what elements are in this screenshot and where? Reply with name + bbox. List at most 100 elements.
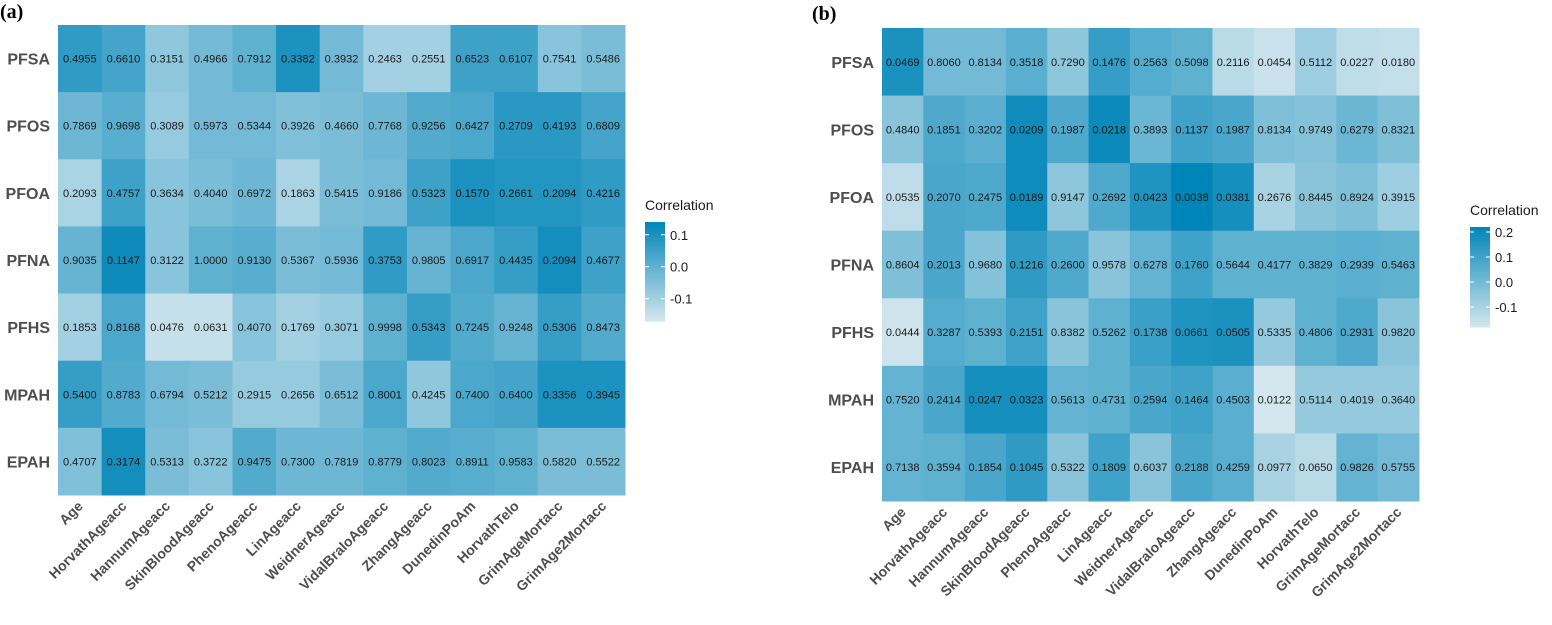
heatmap-cell (1129, 163, 1172, 232)
cell-label: 0.8604 (886, 260, 920, 272)
legend-gradient-step (1470, 244, 1490, 248)
heatmap-cell (276, 427, 321, 496)
heatmap-cell (188, 360, 233, 429)
legend-gradient-step (1470, 272, 1490, 275)
cell-label: 0.4955 (63, 54, 97, 66)
legend-gradient-step (1470, 264, 1490, 268)
legend-tick-label: 0.0 (1495, 275, 1513, 290)
heatmap-cell (58, 92, 103, 160)
heatmap-cell (537, 25, 582, 93)
heatmap-cell (363, 25, 408, 93)
cell-label: 0.1045 (1010, 462, 1044, 474)
cell-label: 0.4435 (499, 255, 533, 267)
heatmap-cell (882, 163, 924, 232)
heatmap-cell (1377, 230, 1420, 299)
heatmap-cell (1212, 433, 1255, 502)
legend-gradient-step (1470, 242, 1490, 245)
cell-label: 0.0454 (1258, 57, 1292, 69)
cell-label: 0.4259 (1216, 462, 1250, 474)
row-label: PFHS (831, 325, 874, 342)
cell-label: 0.6972 (237, 188, 271, 200)
cell-label: 0.1987 (1216, 124, 1250, 136)
heatmap-cell (1295, 433, 1337, 502)
heatmap-cell (1295, 95, 1337, 164)
cell-label: 0.0122 (1258, 395, 1292, 407)
legend-gradient-step (645, 293, 665, 297)
cell-label: 0.5393 (968, 327, 1002, 339)
legend-gradient-step (645, 251, 665, 255)
heatmap-cell (232, 360, 277, 429)
cell-label: 0.8023 (412, 456, 446, 468)
cell-label: 0.5306 (543, 322, 577, 334)
cell-label: 0.3893 (1134, 124, 1168, 136)
heatmap-cell (1129, 298, 1172, 367)
heatmap-cell (1047, 365, 1090, 434)
cell-label: 0.0423 (1134, 192, 1168, 204)
heatmap-cell (101, 293, 146, 362)
cell-label: 0.2563 (1134, 57, 1168, 69)
cell-label: 0.1137 (1175, 124, 1208, 136)
legend-gradient-step (645, 271, 665, 275)
cell-label: 0.0218 (1092, 124, 1126, 136)
row-label: EPAH (831, 460, 874, 477)
heatmap-cell (494, 25, 539, 93)
heatmap-cell (1171, 95, 1213, 164)
heatmap-cell (1212, 365, 1255, 434)
legend-gradient-step (1470, 307, 1490, 310)
cell-label: 0.5486 (586, 54, 620, 66)
heatmap-cell (406, 360, 452, 429)
heatmap-cell (1212, 28, 1255, 97)
cell-label: 0.0977 (1258, 462, 1292, 474)
heatmap-cell (58, 226, 103, 295)
cell-label: 0.8134 (1258, 124, 1292, 136)
heatmap-cell (276, 226, 321, 295)
cell-label: 0.3753 (368, 255, 402, 267)
cell-label: 0.2013 (927, 260, 961, 272)
heatmap-cell (1171, 163, 1213, 232)
heatmap-cell (450, 25, 495, 93)
heatmap-cell (1005, 298, 1048, 367)
heatmap-cell (1129, 95, 1172, 164)
legend-gradient-step (645, 281, 665, 285)
heatmap-cell (276, 159, 321, 227)
panel-label: (a) (0, 1, 23, 23)
legend-gradient-step (1470, 252, 1490, 255)
heatmap-cell (1088, 163, 1131, 232)
cell-label: 0.4757 (107, 188, 141, 200)
legend-tick-label: -0.1 (1495, 300, 1517, 315)
legend-gradient-step (645, 298, 665, 302)
cell-label: 0.9035 (63, 255, 97, 267)
heatmap-cell (882, 365, 924, 434)
cell-label: 0.1570 (456, 188, 490, 200)
cell-label: 0.9130 (237, 255, 271, 267)
cell-label: 0.3829 (1299, 260, 1333, 272)
cell-label: 0.5367 (281, 255, 315, 267)
heatmap-cell (1295, 230, 1337, 299)
cell-label: 0.9147 (1051, 192, 1085, 204)
heatmap-cell (363, 360, 408, 429)
panel-label: (b) (812, 3, 836, 25)
cell-label: 0.8779 (368, 456, 402, 468)
heatmap-cell (1336, 365, 1379, 434)
cell-label: 0.3122 (150, 255, 184, 267)
cell-label: 0.1851 (927, 124, 961, 136)
heatmap-cell (1171, 28, 1213, 97)
heatmap-cell (276, 92, 321, 160)
legend-gradient-step (1470, 312, 1490, 315)
heatmap-cell (1088, 28, 1131, 97)
legend-gradient-step (1470, 234, 1490, 238)
cell-label: 0.0323 (1010, 395, 1044, 407)
heatmap-cell (1336, 230, 1379, 299)
cell-label: 0.2094 (543, 255, 577, 267)
cell-label: 1.0000 (194, 255, 228, 267)
heatmap-cell (1212, 230, 1255, 299)
cell-label: 0.9805 (412, 255, 446, 267)
cell-label: 0.9749 (1299, 124, 1333, 136)
legend-tick-label: -0.1 (670, 292, 692, 307)
cell-label: 0.6278 (1134, 260, 1168, 272)
cell-label: 0.8134 (968, 57, 1002, 69)
cell-label: 0.8911 (456, 456, 489, 468)
cell-label: 0.3356 (543, 389, 577, 401)
legend-gradient-step (1470, 287, 1490, 290)
cell-label: 0.1987 (1051, 124, 1085, 136)
